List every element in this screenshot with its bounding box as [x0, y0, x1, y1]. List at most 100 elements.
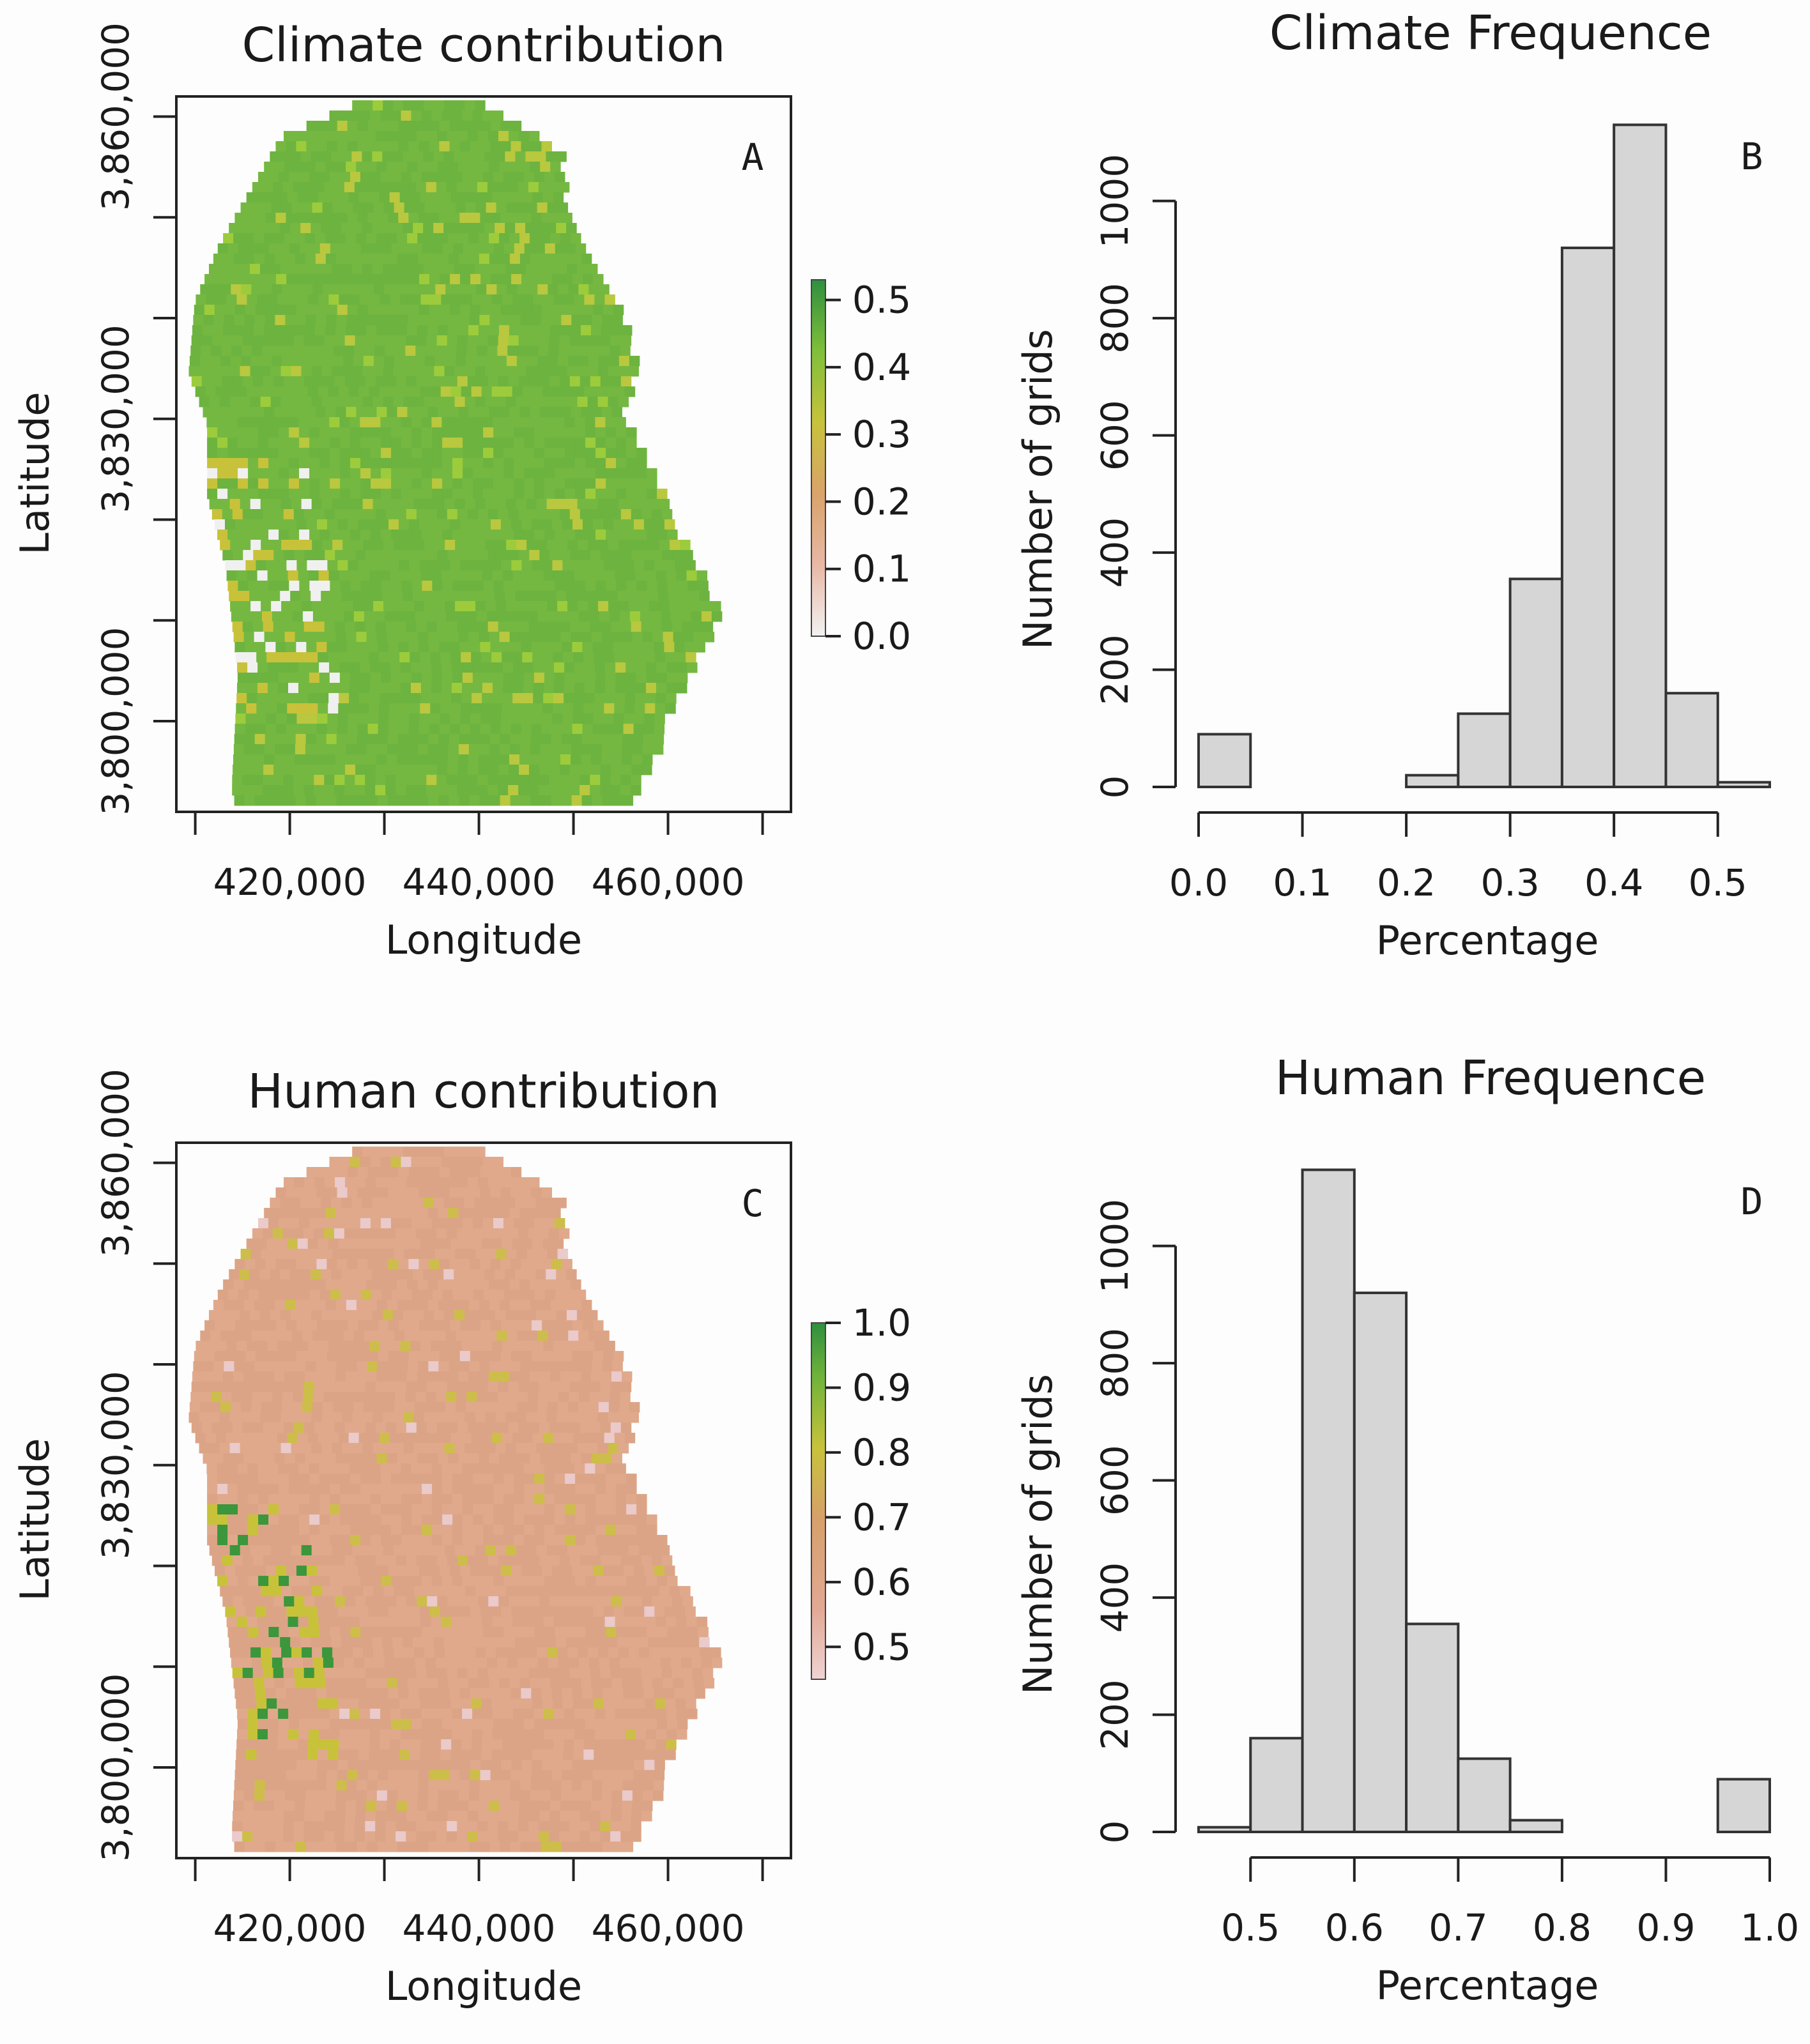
raster-cell — [653, 734, 664, 745]
raster-cell — [311, 1310, 322, 1321]
raster-cell — [394, 601, 404, 612]
raster-cell — [686, 570, 698, 581]
raster-cell — [503, 683, 514, 694]
raster-cell — [575, 1474, 586, 1484]
raster-cell — [393, 1412, 404, 1423]
raster-cell — [569, 785, 580, 796]
raster-cell — [546, 499, 558, 510]
raster-cell — [209, 1310, 220, 1321]
raster-cell — [337, 642, 348, 653]
raster-cell — [372, 100, 383, 111]
raster-cell — [397, 233, 408, 244]
raster-cell — [506, 540, 517, 551]
raster-cell — [268, 1494, 279, 1505]
raster-cell — [307, 1320, 318, 1331]
raster-cell — [333, 1331, 344, 1341]
raster-cell — [422, 438, 433, 448]
raster-cell — [511, 1606, 522, 1617]
raster-cell — [578, 356, 589, 367]
raster-cell — [523, 693, 533, 704]
raster-cell — [595, 427, 606, 438]
raster-cell — [684, 1688, 695, 1699]
raster-cell — [426, 346, 436, 356]
raster-cell — [616, 1535, 627, 1546]
raster-cell — [571, 1300, 582, 1311]
raster-cell — [544, 1627, 555, 1638]
raster-cell — [250, 356, 262, 367]
raster-cell — [293, 376, 305, 387]
raster-cell — [495, 264, 506, 275]
raster-cell — [616, 427, 627, 438]
raster-cell — [325, 254, 337, 264]
raster-cell — [350, 458, 361, 469]
raster-cell — [204, 305, 215, 316]
raster-cell — [299, 438, 310, 448]
raster-cell — [481, 703, 492, 714]
raster-cell — [331, 151, 342, 162]
raster-cell — [227, 1504, 238, 1515]
raster-cell — [330, 427, 341, 438]
raster-cell — [381, 438, 392, 448]
raster-cell — [284, 407, 295, 418]
raster-cell — [571, 632, 582, 643]
raster-cell — [351, 223, 362, 234]
raster-cell — [483, 1290, 495, 1300]
raster-cell — [603, 519, 614, 530]
raster-cell — [514, 1504, 525, 1515]
raster-cell — [284, 1208, 295, 1219]
raster-cell — [417, 550, 427, 561]
raster-cell — [295, 1678, 306, 1689]
raster-cell — [408, 642, 419, 653]
raster-cell — [527, 1658, 539, 1668]
raster-cell — [213, 1361, 224, 1372]
raster-cell — [498, 785, 509, 796]
raster-cell — [316, 795, 327, 806]
raster-cell — [551, 1259, 562, 1270]
raster-cell — [209, 1443, 220, 1454]
raster-cell — [472, 1157, 483, 1168]
raster-cell — [222, 509, 233, 520]
raster-cell — [458, 1279, 469, 1290]
raster-cell — [641, 550, 652, 561]
raster-cell — [539, 1596, 550, 1607]
raster-cell — [532, 652, 543, 663]
raster-cell — [207, 1474, 218, 1484]
raster-cell — [474, 1198, 485, 1209]
raster-cell — [348, 713, 358, 724]
raster-cell — [227, 1535, 238, 1546]
raster-cell — [620, 1668, 632, 1679]
raster-cell — [240, 1545, 251, 1556]
raster-cell — [452, 1576, 463, 1587]
raster-cell — [598, 356, 610, 367]
raster-cell — [312, 284, 323, 295]
raster-cell — [564, 683, 575, 694]
raster-cell — [521, 642, 532, 653]
raster-cell — [367, 1361, 378, 1372]
raster-cell — [324, 1555, 335, 1566]
raster-cell — [567, 1545, 578, 1556]
raster-cell — [470, 213, 480, 224]
raster-cell — [510, 121, 522, 132]
raster-cell — [481, 1239, 493, 1249]
raster-cell — [317, 560, 328, 571]
raster-cell — [491, 1606, 502, 1617]
raster-cell — [468, 407, 479, 418]
raster-cell — [639, 601, 650, 612]
raster-cell — [499, 233, 510, 244]
raster-cell — [616, 448, 627, 459]
raster-cell — [533, 570, 544, 581]
raster-cell — [431, 570, 442, 581]
raster-cell — [354, 182, 365, 193]
raster-cell — [357, 1688, 368, 1699]
raster-cell — [219, 1310, 230, 1321]
raster-cell — [413, 366, 424, 377]
raster-cell — [534, 243, 546, 254]
raster-cell — [436, 1228, 447, 1239]
raster-cell — [391, 489, 402, 500]
raster-cell — [232, 335, 243, 346]
raster-cell — [230, 1647, 241, 1658]
raster-cell — [362, 397, 374, 408]
raster-cell — [273, 1382, 284, 1392]
raster-cell — [641, 1668, 652, 1679]
raster-cell — [616, 1525, 627, 1536]
